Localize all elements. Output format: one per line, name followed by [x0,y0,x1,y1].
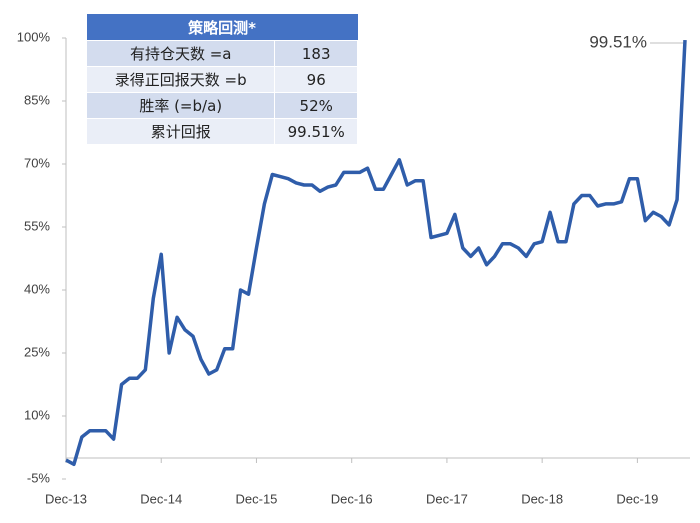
table-label: 胜率 (=b/a) [85,92,276,119]
summary-table: 策略回测* 有持仓天数 =a 183 录得正回报天数 =b 96 胜率 (=b/a) 52… [85,14,358,145]
table-label: 累计回报 [85,118,276,145]
y-tick-label: -5% [27,470,51,485]
y-tick-label: 85% [24,92,50,107]
y-tick-label: 40% [24,281,50,296]
y-tick-label: 25% [24,344,50,359]
table-value: 52% [274,92,358,119]
table-value: 96 [274,66,358,93]
table-title: 策略回测* [86,14,358,41]
table-label: 有持仓天数 =a [85,40,276,67]
table-value: 99.51% [274,118,358,145]
x-tick-label: Dec-19 [616,491,658,506]
y-tick-label: 70% [24,155,50,170]
line-series [65,39,687,467]
table-value: 183 [274,40,358,67]
x-tick-label: Dec-16 [331,491,373,506]
x-tick-label: Dec-15 [236,491,278,506]
y-tick-label: 55% [24,218,50,233]
y-tick-label: 100% [17,29,51,44]
table-row: 有持仓天数 =a 183 [85,40,358,67]
x-tick-label: Dec-17 [426,491,468,506]
x-tick-label: Dec-18 [521,491,563,506]
table-row: 胜率 (=b/a) 52% [85,92,358,119]
x-tick-label: Dec-13 [45,491,87,506]
table-row: 累计回报 99.51% [85,118,358,145]
x-tick-label: Dec-14 [140,491,182,506]
y-tick-label: 10% [24,407,50,422]
table-label: 录得正回报天数 =b [85,66,276,93]
annotation: 99.51% [589,33,647,52]
table-row: 录得正回报天数 =b 96 [85,66,358,93]
